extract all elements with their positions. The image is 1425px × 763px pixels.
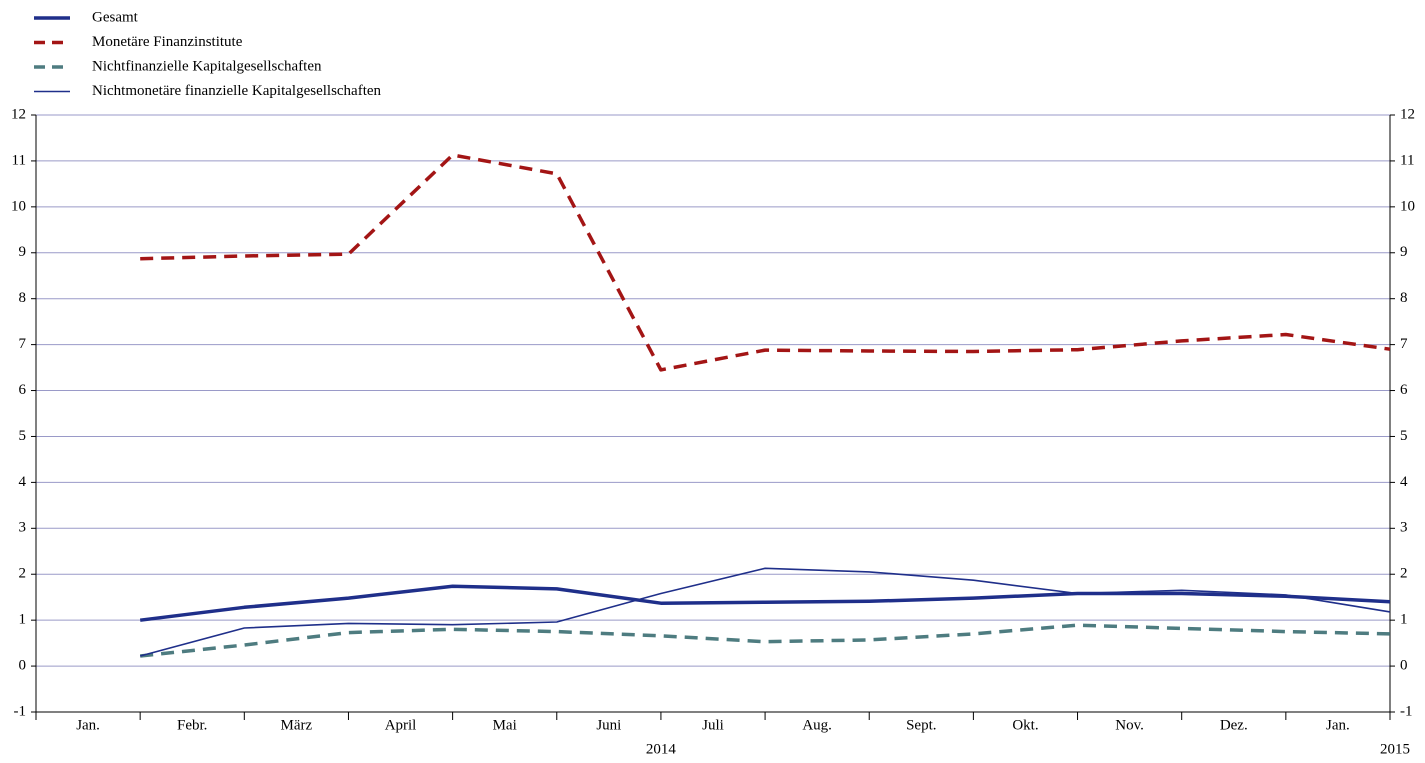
y2-tick-label: 7	[1400, 336, 1408, 352]
y2-tick-label: 6	[1400, 382, 1408, 398]
series-line	[139, 584, 1391, 622]
y2-tick-label: 8	[1400, 290, 1408, 306]
x-tick-label: Juli	[702, 717, 724, 733]
x-tick-label: März	[281, 717, 313, 733]
series-line	[140, 153, 1391, 372]
y-tick-label: 12	[11, 106, 26, 122]
series-line	[140, 623, 1391, 658]
y-tick-label: 0	[19, 658, 27, 674]
y-tick-label: 3	[19, 520, 27, 536]
y2-tick-label: 2	[1400, 566, 1408, 582]
x-tick-label: Mai	[493, 717, 517, 733]
x-tick-label: Nov.	[1115, 717, 1144, 733]
y-tick-label: 8	[19, 290, 27, 306]
x-tick-label: Dez.	[1220, 717, 1248, 733]
y-tick-label: -1	[14, 703, 27, 719]
y2-tick-label: -1	[1400, 703, 1413, 719]
x-tick-label: Aug.	[802, 717, 832, 733]
y-tick-label: 9	[19, 244, 27, 260]
x-tick-label: Juni	[596, 717, 621, 733]
y2-tick-label: 3	[1400, 520, 1408, 536]
y-tick-label: 2	[19, 566, 27, 582]
x-tick-label: Sept.	[906, 717, 936, 733]
legend-label: Nichtfinanzielle Kapitalgesellschaften	[92, 58, 322, 74]
x-tick-label: Febr.	[177, 717, 207, 733]
y-tick-label: 6	[19, 382, 27, 398]
y2-tick-label: 9	[1400, 244, 1408, 260]
y2-tick-label: 11	[1400, 152, 1414, 168]
y-tick-label: 4	[19, 474, 27, 490]
y-tick-label: 1	[19, 612, 27, 628]
x-tick-label: Jan.	[76, 717, 100, 733]
legend-label: Monetäre Finanzinstitute	[92, 34, 243, 50]
x-tick-label: Jan.	[1326, 717, 1350, 733]
y-tick-label: 7	[19, 336, 27, 352]
y-tick-label: 5	[19, 428, 27, 444]
y2-tick-label: 5	[1400, 428, 1408, 444]
year-label: 2015	[1380, 741, 1410, 757]
legend-label: Gesamt	[92, 9, 139, 25]
y2-tick-label: 10	[1400, 198, 1415, 214]
y2-tick-label: 0	[1400, 658, 1408, 674]
y-tick-label: 10	[11, 198, 26, 214]
x-tick-label: April	[385, 717, 417, 733]
y2-tick-label: 4	[1400, 474, 1408, 490]
x-tick-label: Okt.	[1012, 717, 1038, 733]
legend-label: Nichtmonetäre finanzielle Kapitalgesells…	[92, 83, 382, 99]
year-label: 2014	[646, 741, 677, 757]
y2-tick-label: 1	[1400, 612, 1408, 628]
y2-tick-label: 12	[1400, 106, 1415, 122]
series-line	[139, 567, 1391, 657]
y-tick-label: 11	[12, 152, 26, 168]
